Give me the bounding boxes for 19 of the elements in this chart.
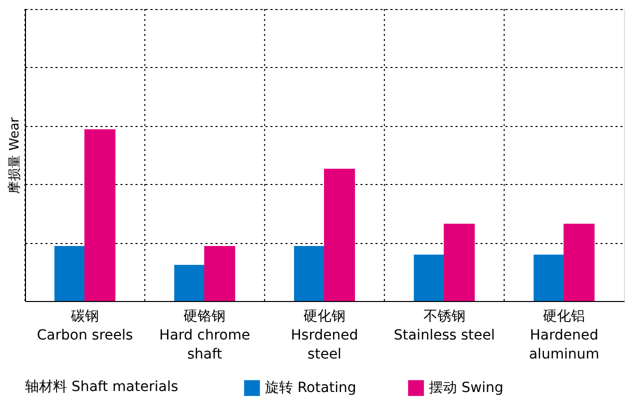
bar [444,224,475,301]
legend-label: 摆动 Swing [429,380,504,396]
bar [84,129,116,301]
bar [564,224,595,301]
bar [294,246,326,301]
bar [534,254,565,301]
x-tick-label: 硬铬钢 Hard chrome shaft [159,308,250,362]
y-axis-title: 摩损量 Wear [8,116,22,194]
bar [174,264,206,301]
bar [324,168,355,301]
legend-label: 旋转 Rotating [265,380,356,396]
x-tick-label: 硬化铝 Hardened aluminum [528,308,600,362]
x-tick-label: 碳钢 Carbon sreels [36,308,133,344]
x-tick-label: 不锈钢 Stainless steel [394,308,495,344]
bar [204,246,236,301]
x-tick-label: 硬化钢 Hsrdened steel [290,308,358,362]
legend-title: 轴材料 Shaft materials [25,379,178,395]
bar [54,246,86,301]
bar [414,254,445,301]
